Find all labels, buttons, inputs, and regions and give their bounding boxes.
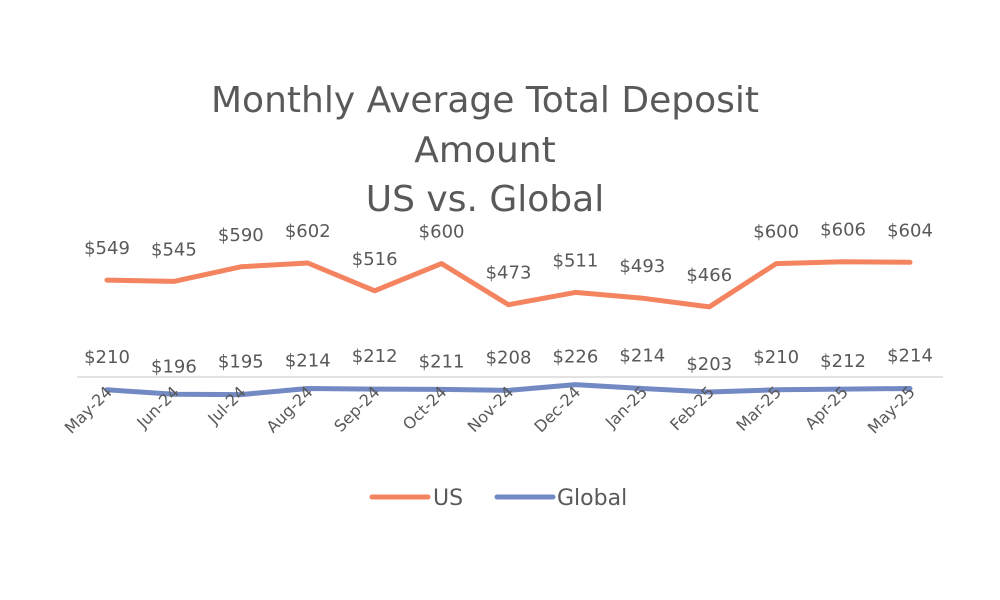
data-label-us: $473 xyxy=(486,263,532,284)
data-label-global: $208 xyxy=(486,347,532,368)
series-line-us xyxy=(104,259,913,310)
data-label-us: $549 xyxy=(84,238,130,259)
data-label-layer: $549 $545 $590 $602 $516 $600 $473 $511 $493 $466… xyxy=(84,220,933,378)
data-label-us: $511 xyxy=(553,250,599,271)
data-label-global: $196 xyxy=(151,356,197,377)
data-label-global: $214 xyxy=(887,346,933,367)
data-label-us: $545 xyxy=(151,239,197,260)
data-label-global: $212 xyxy=(352,346,398,367)
data-label-us: $590 xyxy=(218,225,264,246)
data-label-us: $493 xyxy=(619,256,665,277)
data-label-global: $210 xyxy=(753,347,799,368)
data-label-us: $516 xyxy=(352,249,398,270)
legend-label-us: US xyxy=(433,486,463,511)
data-label-global: $203 xyxy=(686,354,732,375)
data-label-us: $604 xyxy=(887,220,933,241)
legend-label-global: Global xyxy=(557,486,627,511)
data-label-global: $195 xyxy=(218,352,264,373)
x-tick-label: May-24 xyxy=(61,382,116,437)
data-label-global: $212 xyxy=(820,351,866,372)
data-label-us: $466 xyxy=(686,265,732,286)
data-label-us: $606 xyxy=(820,220,866,241)
data-label-global: $226 xyxy=(553,347,599,368)
data-label-global: $214 xyxy=(619,346,665,367)
x-tick-label: Jul-24 xyxy=(203,382,249,428)
series-line-global xyxy=(104,382,913,398)
chart-title-line-1: Monthly Average Total Deposit xyxy=(211,80,759,121)
x-tick-label: Dec-24 xyxy=(530,382,584,436)
chart-title-line-2: Amount xyxy=(414,130,556,171)
data-label-us: $600 xyxy=(419,222,465,243)
data-label-us: $600 xyxy=(753,222,799,243)
chart-title-line-3: US vs. Global xyxy=(365,179,605,220)
data-label-global: $214 xyxy=(285,351,331,372)
data-label-global: $210 xyxy=(84,347,130,368)
series-layer xyxy=(104,259,913,398)
data-label-global: $211 xyxy=(419,351,465,372)
legend: US Global xyxy=(369,486,627,511)
data-label-us: $602 xyxy=(285,221,331,242)
